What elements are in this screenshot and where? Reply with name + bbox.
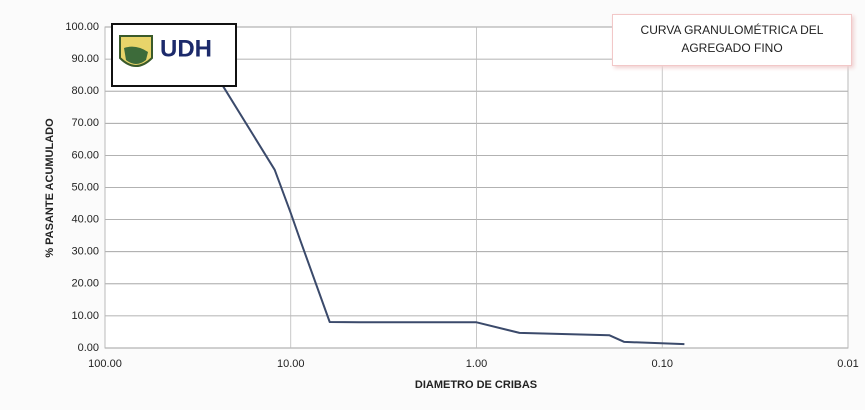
x-axis-label: DIAMETRO DE CRIBAS [415, 379, 537, 391]
curve [221, 84, 685, 346]
y-tick-label: 80.00 [71, 85, 99, 97]
chart-title: CURVA GRANULOMÉTRICA DEL AGREGADO FINO [612, 14, 852, 66]
y-tick-label: 60.00 [71, 149, 99, 161]
x-tick-label: 10.00 [277, 358, 305, 370]
logo-text: UDH [160, 35, 212, 62]
y-tick-label: 50.00 [71, 181, 99, 193]
logo: UDH [111, 23, 237, 87]
y-tick-label: 20.00 [71, 278, 99, 290]
y-tick-label: 10.00 [71, 310, 99, 322]
y-tick-label: 30.00 [71, 246, 99, 258]
x-tick-label: 0.10 [652, 358, 673, 370]
y-tick-label: 0.00 [78, 342, 99, 354]
y-tick-label: 40.00 [71, 214, 99, 226]
y-tick-label: 100.00 [65, 21, 99, 33]
x-tick-label: 100.00 [88, 358, 122, 370]
x-tick-label: 1.00 [466, 358, 487, 370]
x-tick-label: 0.01 [837, 358, 858, 370]
y-tick-label: 90.00 [71, 53, 99, 65]
y-axis-label: % PASANTE ACUMULADO [44, 118, 56, 258]
y-tick-label: 70.00 [71, 117, 99, 129]
